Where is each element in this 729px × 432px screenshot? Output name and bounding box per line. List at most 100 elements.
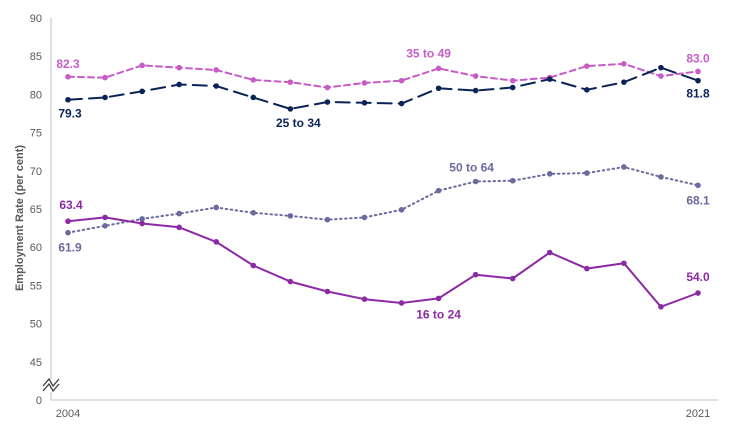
data-point (398, 77, 405, 84)
data-point (250, 210, 257, 216)
data-point (695, 68, 701, 75)
annotation-label: 83.0 (686, 51, 710, 65)
data-point (472, 271, 479, 278)
series-25-to-34 (65, 64, 701, 112)
y-tick-label: 55 (30, 280, 42, 292)
data-point (361, 80, 368, 86)
annotation-label: 81.8 (686, 87, 710, 101)
data-point (435, 295, 442, 302)
y-tick-label: 0 (36, 395, 42, 407)
data-point (695, 182, 701, 189)
data-point (658, 64, 664, 71)
annotation-label: 79.3 (58, 107, 82, 121)
data-point (435, 187, 442, 194)
data-point (398, 206, 405, 213)
data-point (213, 204, 220, 211)
data-point (250, 262, 257, 269)
data-point (287, 106, 294, 112)
data-point (176, 210, 182, 217)
data-point (139, 216, 145, 222)
data-point (65, 229, 71, 236)
data-point (546, 249, 553, 256)
y-tick-label: 80 (30, 89, 42, 101)
data-point (435, 65, 442, 72)
data-point (695, 77, 701, 84)
series-16-to-24 (65, 214, 701, 310)
data-point (324, 84, 331, 91)
y-tick-label: 70 (30, 166, 42, 178)
data-point (65, 96, 71, 103)
annotation-label: 82.3 (56, 57, 80, 71)
data-point (287, 79, 294, 85)
data-point (472, 73, 479, 79)
data-point (287, 278, 294, 285)
series-layer (65, 61, 701, 310)
data-point (361, 214, 368, 221)
data-point (621, 164, 627, 170)
data-point (361, 100, 368, 106)
data-point (65, 74, 71, 80)
annotation-label: 25 to 34 (276, 116, 321, 130)
data-point (509, 275, 516, 282)
data-point (435, 85, 442, 92)
annotation-labels: 82.3 83.0 35 to 49 79.3 81.8 25 to 34 61.9 68.1… (56, 46, 710, 321)
data-point (621, 260, 627, 267)
annotation-label: 16 to 24 (416, 307, 461, 321)
series-line (67, 66, 699, 110)
y-tick-label: 75 (30, 128, 42, 140)
y-tick-label: 90 (30, 13, 42, 25)
data-point (584, 87, 590, 93)
data-point (361, 296, 368, 302)
y-tick-label: 60 (30, 242, 42, 254)
data-point (102, 94, 108, 101)
data-point (139, 220, 145, 227)
annotation-label: 61.9 (58, 241, 82, 255)
data-point (658, 174, 664, 180)
x-tick-label: 2004 (56, 408, 80, 420)
x-tick-label: 2021 (686, 408, 710, 420)
y-tick-label: 65 (30, 204, 42, 216)
data-point (65, 218, 71, 225)
y-tick-label: 45 (30, 357, 42, 369)
data-point (509, 77, 516, 84)
series-line (67, 166, 699, 234)
data-point (398, 300, 405, 306)
data-point (324, 288, 331, 295)
data-point (324, 216, 331, 223)
data-point (213, 67, 220, 73)
data-point (102, 214, 108, 221)
annotation-label: 35 to 49 (406, 46, 451, 60)
series-line (67, 216, 699, 308)
data-point (213, 83, 220, 89)
y-tick-label: 50 (30, 319, 42, 331)
y-tick-label: 85 (30, 51, 42, 63)
data-point (584, 170, 590, 176)
axes (50, 18, 718, 401)
data-point (176, 224, 182, 231)
data-point (139, 88, 145, 95)
data-point (398, 100, 405, 107)
data-point (102, 74, 108, 81)
series-line (67, 62, 699, 89)
axis-break-icon (42, 377, 64, 393)
data-point (509, 84, 516, 91)
data-point (658, 73, 664, 79)
x-tick-labels: 2004 2021 (56, 408, 710, 420)
annotation-label: 54.0 (686, 270, 710, 284)
annotation-label: 68.1 (686, 193, 710, 207)
data-point (546, 171, 553, 177)
data-point (324, 99, 331, 105)
series-50-to-64 (65, 164, 701, 236)
data-point (621, 79, 627, 85)
data-point (658, 303, 664, 310)
data-point (139, 62, 145, 69)
annotation-label: 50 to 64 (449, 160, 494, 174)
data-point (176, 81, 182, 88)
y-axis-label: Employment Rate (per cent) (14, 145, 26, 291)
data-point (213, 239, 220, 245)
data-point (472, 178, 479, 185)
annotation-label: 63.4 (59, 198, 83, 212)
y-tick-labels: 0 45 50 55 60 65 70 75 80 85 90 (30, 13, 42, 407)
